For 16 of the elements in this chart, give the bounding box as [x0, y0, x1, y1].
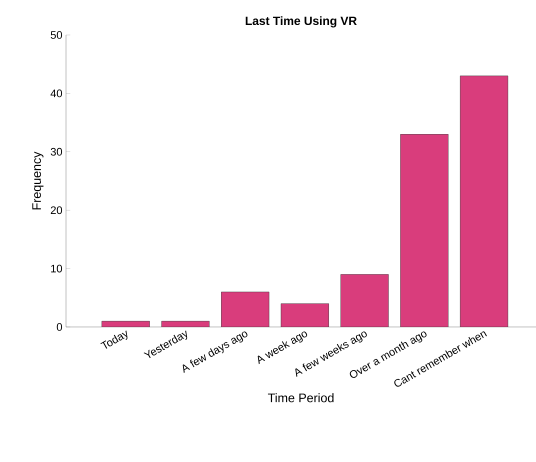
bar — [340, 274, 389, 327]
chart-title: Last Time Using VR — [246, 16, 357, 28]
bar — [400, 134, 448, 327]
y-tick-label: 40 — [50, 90, 62, 98]
x-tick-label: A week ago — [258, 331, 308, 364]
y-tick-label: 50 — [50, 31, 62, 39]
bar — [460, 76, 508, 327]
y-tick-label: 10 — [51, 264, 62, 272]
y-tick-label: 0 — [56, 323, 62, 331]
bar — [280, 303, 329, 327]
y-tick-label: 30 — [50, 148, 62, 156]
x-axis-title: Time Period — [268, 393, 334, 402]
x-tick-label: Today — [100, 330, 128, 349]
y-tick-label: 20 — [50, 206, 62, 214]
bar — [221, 292, 270, 327]
y-axis-title: Frequency — [32, 152, 44, 210]
